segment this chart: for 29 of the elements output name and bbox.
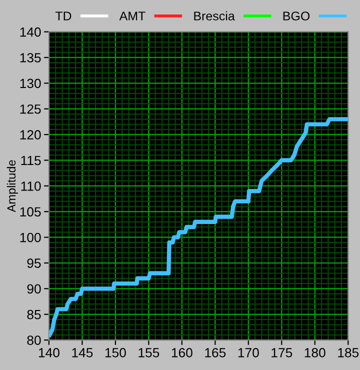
x-tick-label: 170	[238, 348, 259, 358]
y-tick-label: 110	[21, 181, 41, 191]
y-tick-label: 125	[20, 104, 41, 114]
legend-label: BGO	[283, 12, 310, 20]
y-tick-label: 120	[20, 130, 41, 140]
y-tick-label: 90	[27, 284, 41, 294]
x-tick-label: 165	[205, 348, 226, 358]
x-tick-label: 160	[172, 348, 192, 358]
y-tick-label: 105	[20, 207, 41, 217]
legend-label: Brescia	[194, 11, 235, 20]
y-tick-label: 80	[27, 336, 41, 345]
y-tick-label: 95	[27, 258, 41, 268]
x-tick-label: 145	[72, 348, 93, 358]
x-tick-label: 185	[338, 348, 359, 358]
x-tick-label: 180	[304, 348, 326, 358]
y-tick-label: 115	[21, 156, 41, 166]
legend-label: AMT	[119, 12, 146, 20]
y-tick-label: 135	[20, 53, 41, 62]
x-tick-label: 150	[105, 348, 126, 358]
y-axis-title: Amplitude	[6, 160, 18, 212]
x-tick-label: 155	[138, 348, 160, 358]
line-series	[48, 117, 348, 337]
legend-label: TD	[55, 12, 72, 20]
y-tick-label: 140	[20, 27, 41, 37]
x-tick-label: 140	[38, 348, 60, 358]
x-tick-label: 175	[272, 348, 292, 358]
y-tick-label: 85	[27, 310, 41, 320]
y-tick-label: 130	[20, 78, 41, 88]
y-tick-label: 100	[20, 232, 41, 242]
